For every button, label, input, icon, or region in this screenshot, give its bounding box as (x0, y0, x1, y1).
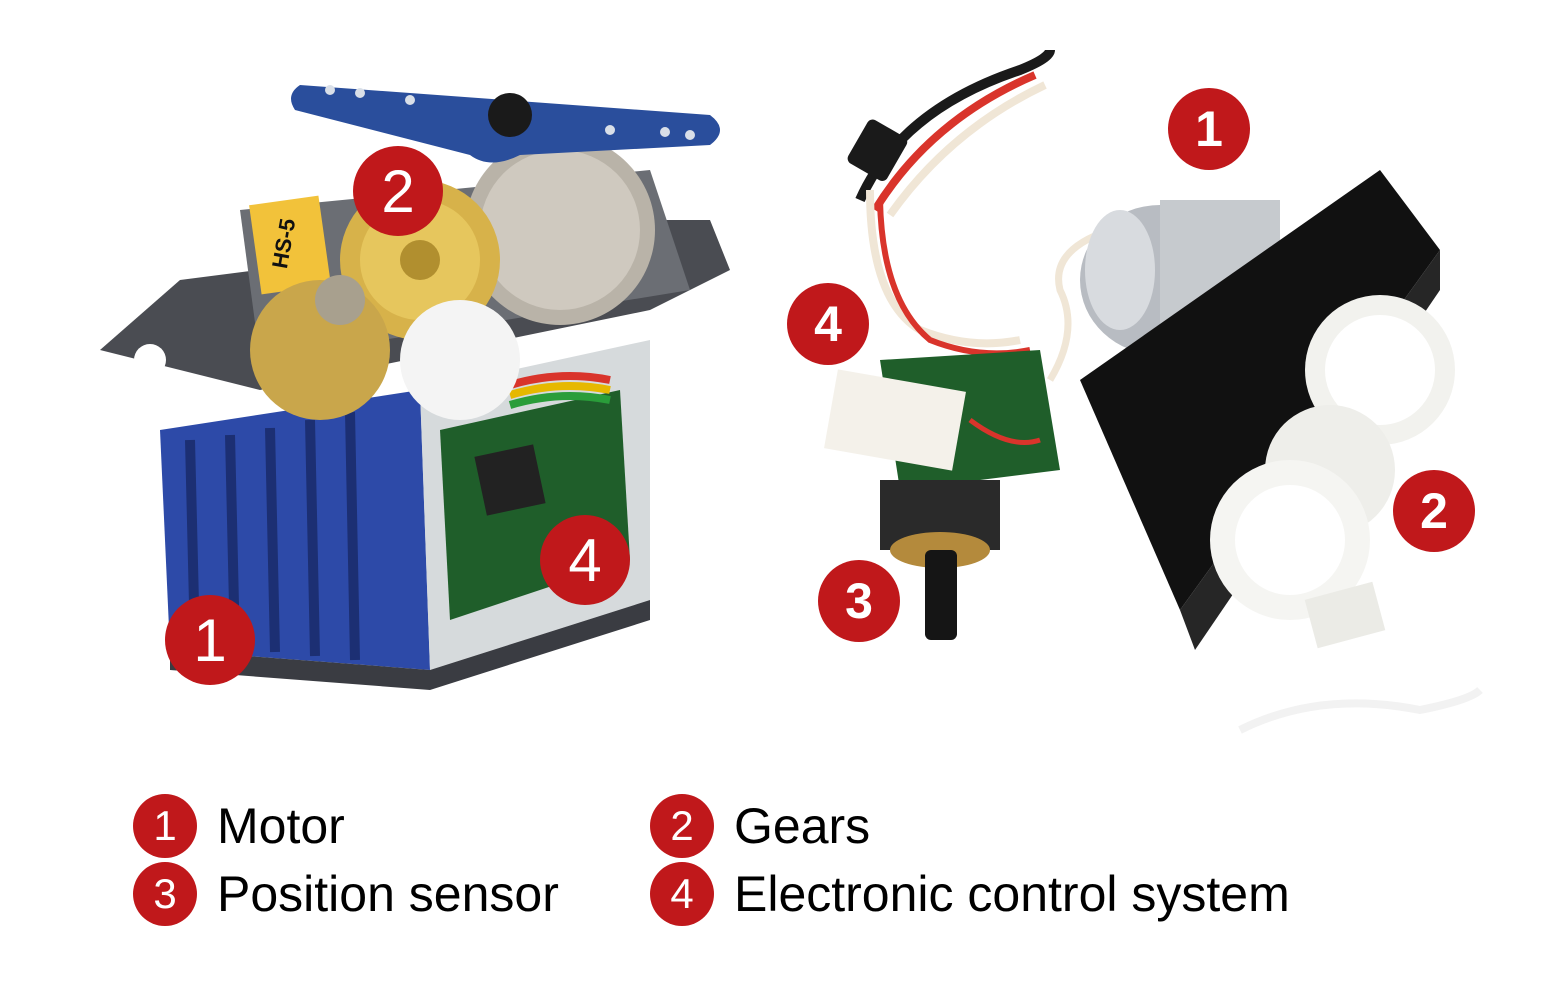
legend-badge: 3 (133, 862, 197, 926)
badge-motor-left: 1 (165, 595, 255, 685)
legend-badge: 1 (133, 794, 197, 858)
legend-label: Motor (217, 798, 345, 854)
badge-sensor-right: 3 (818, 560, 900, 642)
badge-electronics-right: 4 (787, 283, 869, 365)
legend-item-gears: 2 Gears (650, 794, 870, 858)
badge-gears-left: 2 (353, 146, 443, 236)
servo-disassembled-photo (824, 50, 1483, 734)
legend-label: Gears (734, 798, 871, 854)
legend-badge: 2 (650, 794, 714, 858)
badge-gears-right: 2 (1393, 470, 1475, 552)
legend-item-position-sensor: 3 Position sensor (133, 862, 559, 926)
legend-item-motor: 1 Motor (133, 794, 345, 858)
badge-electronics-left: 4 (540, 515, 630, 605)
badge-motor-right: 1 (1168, 88, 1250, 170)
legend-label: Position sensor (217, 866, 559, 922)
legend-badge: 4 (650, 862, 714, 926)
legend-item-electronic-control: 4 Electronic control system (650, 862, 1290, 926)
legend-label: Electronic control system (734, 866, 1290, 922)
